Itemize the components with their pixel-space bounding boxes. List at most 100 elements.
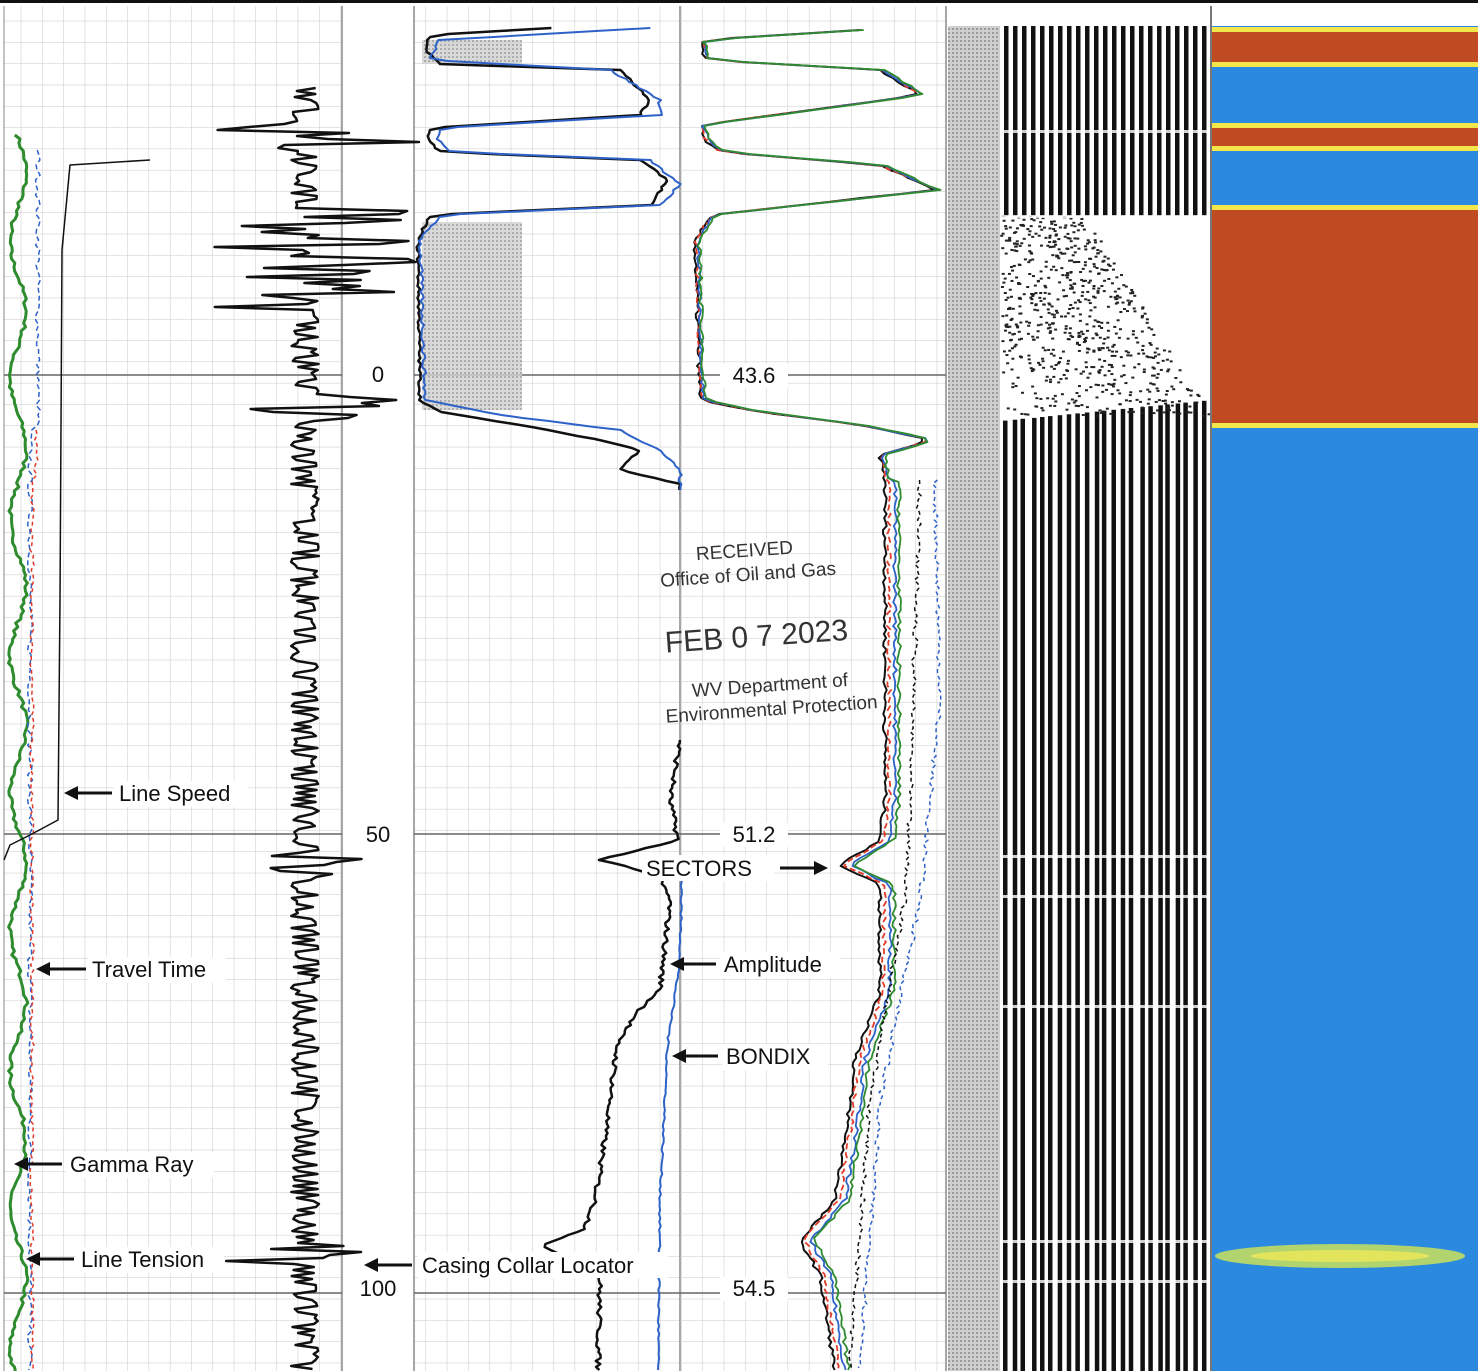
annotation-travel-time: Travel Time [36, 957, 226, 983]
vdl-speckle [1122, 364, 1126, 367]
vdl-speckle [1093, 319, 1097, 322]
vdl-speckle [1051, 397, 1055, 400]
vdl-stripe [1157, 26, 1162, 216]
vdl-speckle [1032, 368, 1036, 371]
vdl-speckle [1072, 261, 1076, 264]
vdl-speckle [1072, 221, 1076, 224]
vdl-speckle [1145, 321, 1149, 324]
vdl-speckle [1066, 312, 1070, 315]
vdl-speckle [1149, 356, 1153, 359]
vdl-speckle [1059, 378, 1063, 381]
vdl-stripe [1066, 414, 1072, 1371]
vdl-speckle [1111, 345, 1115, 348]
vdl-speckle [1088, 372, 1092, 375]
amplitude-label: Amplitude [724, 952, 822, 977]
vdl-speckle [1073, 237, 1077, 240]
vdl-speckle [1050, 305, 1054, 308]
vdl-speckle [1085, 406, 1089, 409]
vdl-speckle [1028, 273, 1032, 276]
vdl-speckle [1063, 235, 1067, 238]
vdl-stripe [1166, 26, 1171, 216]
vdl-speckle [1028, 230, 1032, 233]
vdl-speckle [1112, 385, 1116, 388]
vdl-speckle [1038, 296, 1042, 299]
vdl-speckle [1055, 233, 1059, 236]
vdl-speckle [1052, 354, 1056, 357]
vdl-speckle [1017, 263, 1021, 266]
vdl-speckle [1052, 313, 1056, 316]
vdl-speckle [1151, 383, 1155, 386]
curve-annotations: Line Speed Travel Time Gamma Ray Line Te… [14, 781, 840, 1278]
vdl-speckle [1094, 332, 1098, 335]
vdl-speckle [1084, 389, 1088, 392]
vdl-speckle [1026, 413, 1030, 416]
vdl-speckle [1133, 310, 1137, 313]
track-sectors [680, 6, 947, 1371]
vdl-stripe [1183, 402, 1188, 1371]
vdl-speckle [1113, 378, 1117, 381]
vdl-speckle [1017, 338, 1021, 341]
vdl-speckle [1125, 310, 1129, 313]
vdl-speckle [1005, 354, 1009, 357]
vdl-speckle [1010, 265, 1014, 268]
vdl-speckle [1041, 360, 1045, 363]
vdl-speckle [1074, 260, 1078, 263]
vdl-speckle [1106, 321, 1110, 324]
vdl-speckle [1087, 281, 1091, 284]
vdl-speckle [1165, 407, 1169, 410]
vdl-speckle [1063, 315, 1067, 318]
vdl-speckle [1033, 308, 1037, 311]
vdl-speckle [1088, 279, 1092, 282]
vdl-speckle [1011, 219, 1015, 222]
vdl-speckle [1179, 381, 1183, 384]
vdl-speckle [1189, 389, 1193, 392]
vdl-speckle [1076, 229, 1080, 232]
vdl-speckle [1119, 310, 1123, 313]
vdl-speckle [1044, 286, 1048, 289]
line-speed-label: Line Speed [119, 781, 230, 806]
vdl-speckle [1095, 334, 1099, 337]
vdl-speckle [1046, 244, 1050, 247]
vdl-speckle [1106, 346, 1110, 349]
vdl-speckle [1104, 388, 1108, 391]
vdl-stripe [1058, 26, 1063, 216]
vdl-speckle [1003, 277, 1007, 280]
vdl-stripe [1031, 26, 1036, 216]
vdl-speckle [1161, 399, 1165, 402]
vdl-speckle [1066, 232, 1070, 235]
vdl-speckle [1170, 404, 1174, 407]
vdl-speckle [1030, 302, 1034, 305]
vdl-speckle [1101, 410, 1105, 413]
vdl-stripe [1067, 26, 1072, 216]
vdl-speckle [1110, 366, 1114, 369]
vdl-speckle [1097, 371, 1101, 374]
vdl-speckle [1073, 251, 1077, 254]
vdl-speckle [1065, 276, 1069, 279]
vdl-speckle [1097, 370, 1101, 373]
vdl-stripe [1094, 411, 1100, 1371]
vdl-speckle [1078, 301, 1082, 304]
vdl-speckle [1006, 362, 1010, 365]
vdl-speckle [1189, 411, 1193, 414]
vdl-speckle [1084, 361, 1088, 364]
vdl-speckle [1126, 337, 1130, 340]
vdl-speckle [1167, 406, 1171, 409]
vdl-speckle [1027, 233, 1031, 236]
sector-curve [696, 29, 942, 1371]
vdl-speckle [1045, 375, 1049, 378]
vdl-speckle [1006, 407, 1010, 410]
vdl-speckle [1059, 251, 1063, 254]
vdl-speckle [1106, 257, 1110, 260]
vdl-speckle [1148, 390, 1152, 393]
vdl-speckle [1046, 308, 1050, 311]
vdl-speckle [1172, 388, 1176, 391]
vdl-speckle [1083, 340, 1087, 343]
vdl-speckle [1023, 258, 1027, 261]
vdl-speckle [1060, 315, 1064, 318]
vdl-speckle [1037, 234, 1041, 237]
vdl-speckle [1151, 366, 1155, 369]
vdl-stripe [1085, 26, 1090, 216]
vdl-stripe [1004, 26, 1009, 216]
vdl-speckle [1088, 315, 1092, 318]
